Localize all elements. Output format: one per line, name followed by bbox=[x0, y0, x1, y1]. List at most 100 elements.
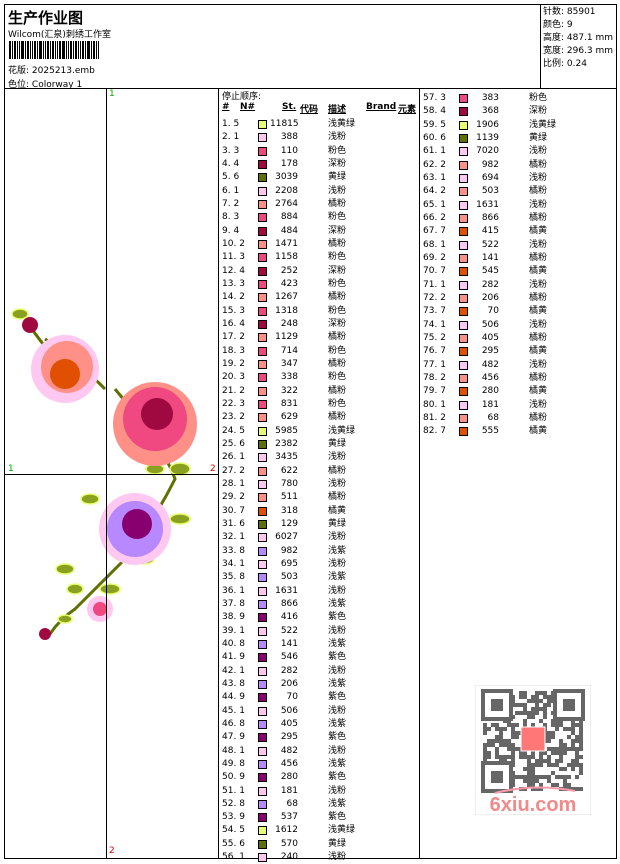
header-element: 元素 bbox=[398, 105, 417, 115]
stop-row: 16. 4 248 深粉 bbox=[222, 318, 412, 331]
stop-row: 56. 1 240 浅粉 bbox=[222, 851, 412, 864]
qr-module bbox=[571, 763, 575, 767]
barcode-bar bbox=[78, 41, 79, 59]
barcode-bar bbox=[14, 41, 16, 59]
stop-number: 52. 8 bbox=[222, 798, 245, 809]
color-description: 浅粉 bbox=[328, 478, 347, 489]
stop-row: 17. 2 1129 橘粉 bbox=[222, 331, 412, 344]
qr-module bbox=[575, 739, 579, 743]
stop-row: 7. 2 2764 橘粉 bbox=[222, 198, 412, 211]
color-description: 粉色 bbox=[529, 93, 548, 103]
stop-row: 10. 2 1471 橘粉 bbox=[222, 238, 412, 251]
barcode-bar bbox=[75, 41, 77, 59]
barcode-bar bbox=[70, 41, 72, 59]
barcode-bar bbox=[25, 41, 26, 59]
stop-row: 2. 1 388 浅粉 bbox=[222, 131, 412, 144]
color-description: 深粉 bbox=[328, 318, 347, 329]
qr-module bbox=[535, 775, 539, 779]
stop-row: 29. 2 511 橘粉 bbox=[222, 491, 412, 504]
color-description: 浅粉 bbox=[328, 625, 347, 636]
stop-number: 53. 9 bbox=[222, 812, 245, 823]
stitch-count: 178 bbox=[280, 158, 298, 169]
stop-number: 1. 5 bbox=[222, 119, 240, 129]
qr-module bbox=[539, 751, 543, 755]
color-swatch bbox=[258, 653, 267, 663]
color-description: 橘粉 bbox=[529, 332, 548, 343]
stop-row: 35. 8 503 浅紫 bbox=[222, 571, 412, 584]
stop-row: 75. 2 405 橘粉 bbox=[423, 332, 613, 345]
qr-module bbox=[571, 767, 575, 771]
qr-module bbox=[539, 783, 543, 787]
center-horizontal-line bbox=[5, 474, 219, 475]
stitch-count: 695 bbox=[280, 558, 298, 569]
color-swatch bbox=[258, 626, 267, 636]
design-info: 针数: 85901 颜色: 9 高度: 487.1 mm 宽度: 296.3 m… bbox=[540, 5, 616, 89]
color-description: 浅粉 bbox=[328, 532, 347, 543]
stop-row: 30. 7 318 橘黄 bbox=[222, 505, 412, 518]
barcode-bar bbox=[80, 41, 81, 59]
qr-module bbox=[579, 739, 583, 743]
design-scale: 比例: 0.24 bbox=[543, 59, 587, 69]
qr-code-watermark: 6xiu.com bbox=[475, 685, 591, 815]
color-description: 橘粉 bbox=[328, 412, 347, 423]
color-swatch bbox=[258, 773, 267, 783]
qr-module bbox=[547, 759, 551, 763]
qr-module bbox=[567, 763, 571, 767]
stop-number: 55. 6 bbox=[222, 838, 245, 849]
production-sheet: 生产作业图 Wilcom(汇泉)刺绣工作室 花版: 2025213.emb 色位… bbox=[4, 4, 617, 863]
color-description: 浅粉 bbox=[328, 452, 347, 463]
qr-module bbox=[559, 767, 563, 771]
header-st: St. bbox=[282, 102, 297, 112]
stop-row: 39. 1 522 浅粉 bbox=[222, 625, 412, 638]
stop-row: 40. 8 141 浅紫 bbox=[222, 638, 412, 651]
color-description: 深粉 bbox=[328, 265, 347, 276]
stop-number: 2. 1 bbox=[222, 132, 240, 143]
stop-row: 21. 2 322 橘粉 bbox=[222, 385, 412, 398]
stop-number: 20. 3 bbox=[222, 372, 245, 383]
barcode-bar bbox=[19, 41, 20, 59]
color-description: 浅粉 bbox=[328, 185, 347, 196]
color-description: 粉色 bbox=[328, 345, 347, 356]
qr-module bbox=[499, 739, 503, 743]
qr-module bbox=[547, 695, 551, 699]
stop-number: 39. 1 bbox=[222, 625, 245, 636]
qr-module bbox=[511, 751, 515, 755]
stop-row: 59. 5 1906 浅黄绿 bbox=[423, 119, 613, 132]
color-description: 橘黄 bbox=[529, 226, 548, 237]
stop-row: 49. 8 456 浅紫 bbox=[222, 758, 412, 771]
color-description: 黄绿 bbox=[328, 438, 347, 449]
color-description: 粉色 bbox=[328, 398, 347, 409]
color-description: 紫色 bbox=[328, 612, 347, 623]
color-swatch bbox=[258, 386, 267, 396]
color-swatch bbox=[258, 226, 267, 236]
barcode-bar bbox=[43, 41, 44, 59]
qr-module bbox=[551, 747, 555, 751]
qr-module bbox=[579, 767, 583, 771]
stop-row: 44. 9 70 紫色 bbox=[222, 691, 412, 704]
stitch-count: 622 bbox=[280, 465, 298, 476]
qr-module bbox=[527, 755, 531, 759]
stop-row: 9. 4 484 深粉 bbox=[222, 225, 412, 238]
qr-module bbox=[507, 723, 511, 727]
qr-module bbox=[579, 787, 583, 791]
qr-module bbox=[499, 755, 503, 759]
color-swatch bbox=[258, 799, 267, 809]
color-description: 浅粉 bbox=[529, 319, 548, 330]
color-description: 浅紫 bbox=[328, 798, 347, 809]
qr-module bbox=[499, 743, 503, 747]
qr-module bbox=[527, 775, 531, 779]
stop-row: 81. 2 68 橘粉 bbox=[423, 412, 613, 425]
mark-right: 2 bbox=[210, 464, 216, 474]
stop-row: 61. 1 7020 浅粉 bbox=[423, 145, 613, 158]
stitch-count: 11815 bbox=[270, 119, 299, 129]
color-swatch bbox=[258, 813, 267, 823]
qr-module bbox=[527, 783, 531, 787]
qr-module bbox=[535, 763, 539, 767]
header-idx: # bbox=[222, 102, 230, 112]
color-swatch bbox=[258, 439, 267, 449]
color-description: 粉色 bbox=[328, 372, 347, 383]
qr-module bbox=[567, 727, 571, 731]
stitch-count: 629 bbox=[280, 412, 298, 423]
stitch-count: 503 bbox=[481, 186, 499, 197]
qr-module bbox=[543, 715, 547, 719]
